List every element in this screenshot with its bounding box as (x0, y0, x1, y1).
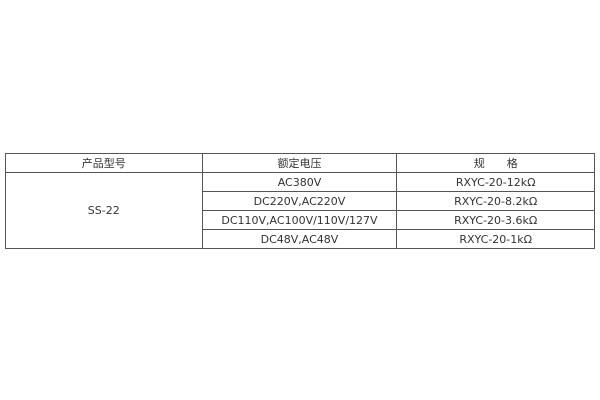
header-model: 产品型号 (5, 153, 203, 173)
table-row: DC48V,AC48V RXYC-20-1kΩ (6, 229, 595, 249)
voltage-cell: DC110V,AC100V/110V/127V (201, 210, 398, 230)
model-cell: SS-22 (5, 172, 203, 249)
spec-cell: RXYC-20-3.6kΩ (396, 210, 595, 230)
header-spec: 规 格 (396, 153, 595, 173)
table-row: SS-22 AC380V RXYC-20-12kΩ (5, 172, 595, 249)
header-row: 产品型号 额定电压 规 格 (5, 153, 595, 173)
spec-cell: RXYC-20-12kΩ (396, 172, 595, 192)
voltage-cell: AC380V (201, 172, 398, 192)
voltage-cell: DC220V,AC220V (201, 191, 398, 211)
spec-cell: RXYC-20-1kΩ (396, 229, 595, 249)
spec-table: 产品型号 额定电压 规 格 SS-22 AC380V RXYC-20-12kΩ … (5, 153, 595, 249)
header-voltage: 额定电压 (201, 153, 398, 173)
spec-cell: RXYC-20-8.2kΩ (396, 191, 595, 211)
voltage-cell: DC48V,AC48V (201, 229, 398, 249)
